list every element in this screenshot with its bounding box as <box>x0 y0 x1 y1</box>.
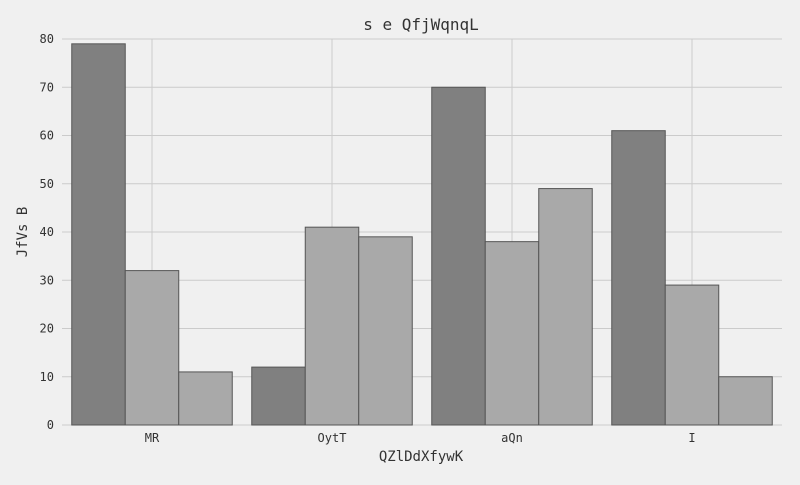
bar <box>124 270 180 426</box>
bar <box>431 86 486 426</box>
chart-title: s e QfjWqnqL <box>363 15 479 34</box>
bar <box>664 284 720 426</box>
x-tick-label: I <box>688 431 695 445</box>
x-axis-title: QZlDdXfywK <box>379 449 464 465</box>
bar <box>71 43 126 426</box>
bar <box>358 236 413 426</box>
x-tick-label: MR <box>145 431 160 445</box>
bar <box>484 241 540 426</box>
bar <box>611 130 666 426</box>
y-tick-label: 50 <box>40 177 54 191</box>
bar <box>538 188 593 426</box>
bar <box>251 366 306 426</box>
y-tick-label: 0 <box>47 418 54 432</box>
y-tick-label: 20 <box>40 322 54 336</box>
y-tick-label: 30 <box>40 273 54 287</box>
y-tick-label: 60 <box>40 129 54 143</box>
bar <box>718 376 773 426</box>
y-axis-title: JfVs B <box>15 207 31 258</box>
y-tick-label: 80 <box>40 32 54 46</box>
bar <box>178 371 233 426</box>
y-tick-label: 40 <box>40 225 54 239</box>
x-tick-label: aQn <box>501 431 523 445</box>
y-tick-label: 10 <box>40 370 54 384</box>
x-tick-label: OytT <box>318 431 347 445</box>
bars-layer <box>71 43 773 426</box>
bar <box>304 226 360 426</box>
y-tick-label: 70 <box>40 80 54 94</box>
ticks-layer: 0 10 20 30 40 50 60 70 80 MR OytT aQn I <box>40 32 696 445</box>
